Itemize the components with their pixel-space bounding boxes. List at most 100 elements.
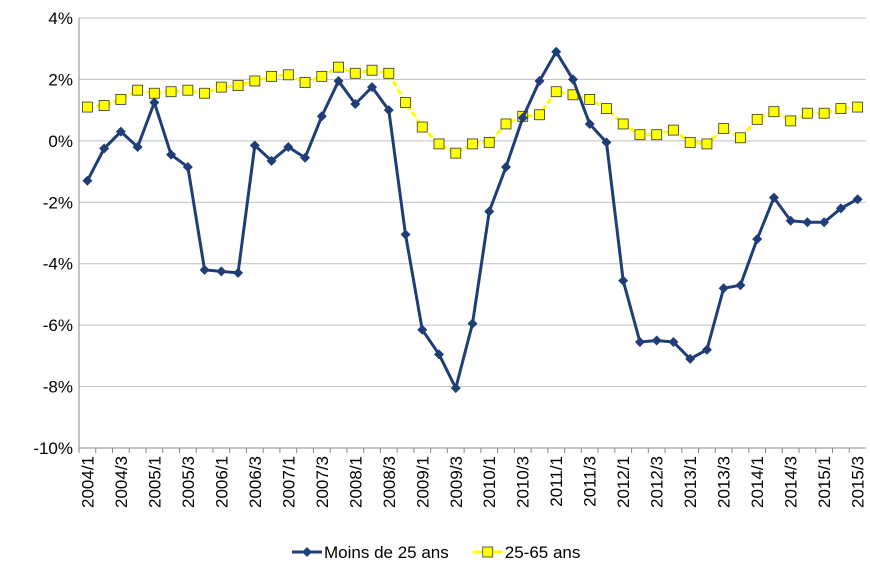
- legend-marker: [482, 546, 494, 558]
- marker: [601, 137, 612, 148]
- y-tick-label: -10%: [33, 439, 73, 458]
- legend-marker: [302, 547, 312, 557]
- marker: [634, 337, 645, 348]
- x-tick-label: 2004/3: [112, 456, 131, 508]
- x-tick-label: 2010/1: [480, 456, 499, 508]
- y-tick-label: 4%: [48, 9, 73, 28]
- marker: [350, 99, 361, 109]
- marker: [534, 75, 545, 86]
- marker: [551, 46, 562, 57]
- x-tick-label: 2005/1: [145, 456, 164, 508]
- legend-label: 25-65 ans: [505, 543, 581, 562]
- marker: [651, 335, 662, 346]
- y-tick-label: -4%: [43, 255, 73, 274]
- marker: [283, 142, 294, 152]
- series-line: [86, 48, 859, 393]
- series: [82, 46, 863, 394]
- x-tick-label: 2013/1: [681, 456, 700, 508]
- marker: [149, 97, 160, 108]
- marker: [819, 217, 830, 228]
- marker: [701, 138, 713, 150]
- y-tick-label: -2%: [43, 193, 73, 212]
- marker: [132, 84, 144, 96]
- marker: [249, 140, 260, 151]
- marker: [785, 215, 796, 226]
- marker: [98, 100, 110, 111]
- marker: [400, 229, 411, 240]
- marker: [467, 138, 478, 150]
- x-tick-label: 2005/3: [179, 456, 198, 508]
- marker: [233, 267, 244, 278]
- marker: [534, 109, 545, 121]
- marker: [584, 93, 596, 105]
- y-tick-label: 0%: [48, 132, 73, 151]
- marker: [333, 61, 344, 73]
- marker: [785, 115, 797, 127]
- marker: [852, 101, 864, 113]
- legend-label: Moins de 25 ans: [324, 543, 449, 562]
- marker: [483, 136, 495, 148]
- x-tick-label: 2015/1: [815, 456, 834, 508]
- marker: [684, 136, 696, 148]
- x-tick-label: 2015/3: [849, 456, 868, 508]
- marker: [818, 107, 830, 119]
- marker: [484, 206, 495, 217]
- marker: [282, 69, 294, 81]
- marker: [550, 86, 562, 98]
- x-tick-label: 2012/1: [614, 456, 633, 508]
- marker: [601, 103, 612, 115]
- marker: [835, 203, 846, 214]
- marker: [299, 77, 311, 88]
- marker: [132, 142, 143, 152]
- x-tick-label: 2006/1: [212, 456, 231, 508]
- marker: [802, 217, 813, 228]
- marker: [383, 105, 394, 116]
- marker: [500, 161, 511, 172]
- marker: [81, 101, 93, 113]
- marker: [115, 126, 126, 137]
- x-tick-label: 2009/3: [447, 456, 466, 508]
- x-tick-label: 2004/1: [78, 456, 97, 508]
- marker: [148, 87, 160, 99]
- marker: [567, 74, 578, 85]
- marker: [316, 70, 328, 82]
- marker: [165, 86, 177, 98]
- marker: [82, 175, 93, 186]
- marker: [400, 97, 411, 108]
- marker: [718, 123, 730, 134]
- marker: [99, 143, 110, 154]
- marker: [735, 280, 746, 291]
- x-tick-label: 2008/3: [380, 456, 399, 508]
- series-line: [87, 65, 858, 155]
- marker: [366, 64, 378, 76]
- marker: [668, 337, 679, 348]
- x-tick-label: 2014/1: [748, 456, 767, 508]
- marker: [584, 118, 595, 129]
- marker: [751, 113, 763, 125]
- marker: [316, 111, 327, 122]
- marker: [835, 103, 847, 115]
- marker: [199, 264, 210, 275]
- y-tick-label: -8%: [43, 378, 73, 397]
- y-tick-label: 2%: [48, 70, 73, 89]
- marker: [467, 318, 478, 329]
- marker: [768, 106, 780, 118]
- marker: [517, 112, 528, 123]
- marker: [752, 234, 763, 245]
- marker: [182, 161, 193, 172]
- marker: [685, 353, 696, 364]
- marker: [249, 75, 261, 87]
- marker: [232, 80, 244, 91]
- marker: [450, 147, 462, 159]
- marker: [500, 118, 512, 130]
- marker: [433, 138, 445, 150]
- series: [81, 61, 864, 159]
- marker: [618, 275, 629, 286]
- marker: [199, 87, 210, 99]
- marker: [333, 75, 344, 86]
- marker: [383, 67, 395, 79]
- marker: [701, 344, 712, 355]
- marker: [768, 192, 779, 203]
- marker: [182, 84, 194, 96]
